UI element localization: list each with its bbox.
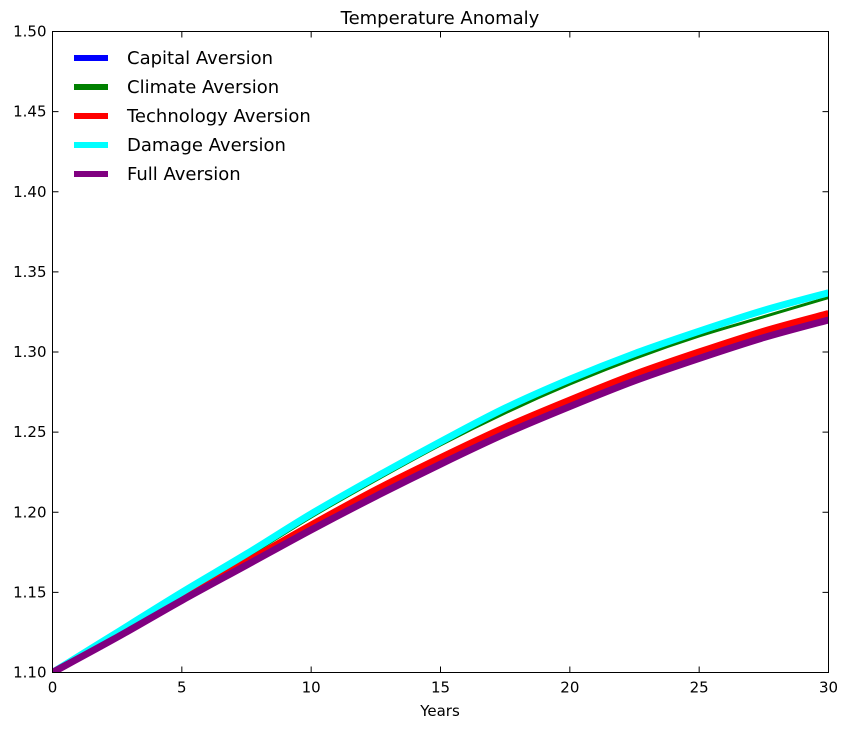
y-tick-label: 1.35 [13,263,46,281]
series-line-5 [52,316,829,673]
x-tick-label: 25 [690,679,709,697]
series-line-3 [52,310,829,673]
legend-label: Climate Aversion [127,77,279,98]
legend-label: Damage Aversion [127,135,286,156]
x-tick-label: 10 [302,679,321,697]
x-tick-label: 5 [177,679,187,697]
legend-label: Capital Aversion [127,48,273,69]
y-tick-label: 1.30 [13,343,46,361]
legend-label: Full Aversion [127,164,241,185]
y-tick-label: 1.25 [13,423,46,441]
legend-label: Technology Aversion [126,106,311,127]
legend: Capital Aversion Climate Aversion Technolo… [74,48,311,185]
y-tick-label: 1.15 [13,583,46,601]
x-tick-label: 15 [431,679,450,697]
x-tick-label: 0 [48,679,58,697]
x-tick-label: 20 [560,679,579,697]
y-tick-label: 1.45 [13,103,46,121]
y-tick-label: 1.40 [13,183,46,201]
y-tick-label: 1.50 [13,23,46,41]
series-line-1 [52,316,829,673]
x-axis-label: Years [419,702,460,720]
y-tick-label: 1.10 [13,664,46,682]
x-tick-label: 30 [819,679,838,697]
series-line-4 [52,289,829,673]
chart-title: Temperature Anomaly [340,8,540,29]
y-tick-label: 1.20 [13,503,46,521]
